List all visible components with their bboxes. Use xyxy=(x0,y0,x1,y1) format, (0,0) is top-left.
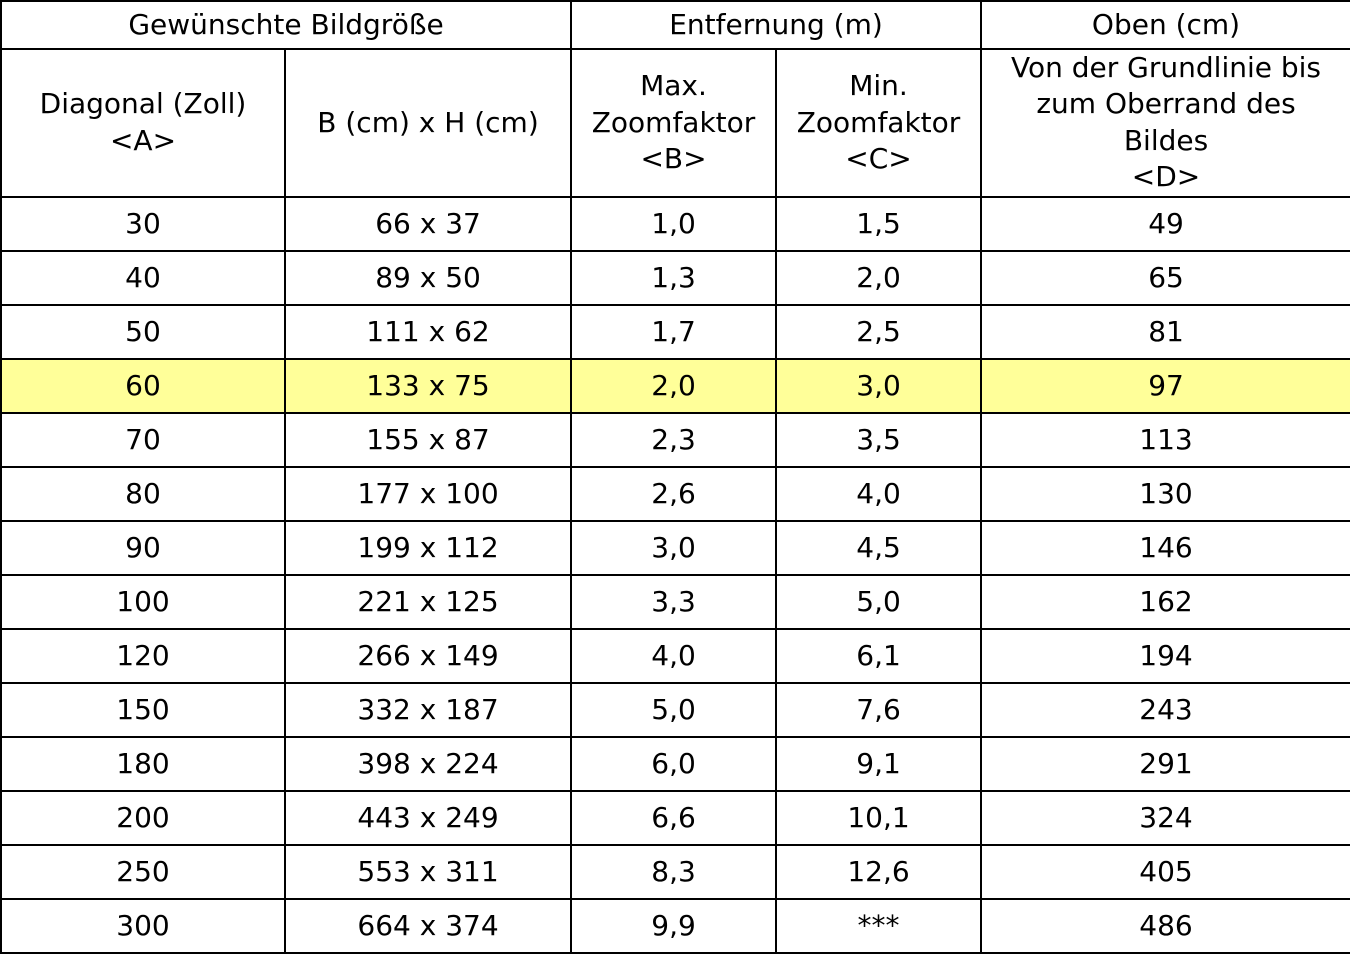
table-body: 30 66 x 37 1,0 1,5 49 40 89 x 50 1,3 2,0 65 50 111 … xyxy=(0,195,1350,954)
cell-min-zoom: 6,1 xyxy=(775,627,983,684)
cell-width-height: 177 x 100 xyxy=(283,465,573,522)
cell-diagonal: 120 xyxy=(0,627,286,684)
cell-max-zoom: 8,3 xyxy=(570,843,778,900)
header-distance: Entfernung (m) xyxy=(570,0,983,50)
header-top: Oben (cm) xyxy=(980,0,1350,50)
cell-max-zoom: 2,6 xyxy=(570,465,778,522)
cell-width-height: 398 x 224 xyxy=(283,735,573,792)
table-row: 100 221 x 125 3,3 5,0 162 xyxy=(0,573,1350,630)
cell-min-zoom: 5,0 xyxy=(775,573,983,630)
cell-baseline-to-top: 162 xyxy=(980,573,1350,630)
cell-min-zoom: 12,6 xyxy=(775,843,983,900)
cell-baseline-to-top: 97 xyxy=(980,357,1350,414)
cell-diagonal: 300 xyxy=(0,897,286,954)
cell-baseline-to-top: 81 xyxy=(980,303,1350,360)
cell-baseline-to-top: 65 xyxy=(980,249,1350,306)
table-row: 150 332 x 187 5,0 7,6 243 xyxy=(0,681,1350,738)
cell-baseline-to-top: 324 xyxy=(980,789,1350,846)
cell-diagonal: 250 xyxy=(0,843,286,900)
header-max-zoom: Max. Zoomfaktor <B> xyxy=(570,48,778,198)
cell-max-zoom: 3,0 xyxy=(570,519,778,576)
cell-diagonal: 40 xyxy=(0,249,286,306)
cell-diagonal: 30 xyxy=(0,195,286,252)
cell-min-zoom: 10,1 xyxy=(775,789,983,846)
cell-min-zoom: 3,5 xyxy=(775,411,983,468)
header-baseline-to-top: Von der Grundlinie bis zum Oberrand des … xyxy=(980,48,1350,198)
header-min-zoom: Min. Zoomfaktor <C> xyxy=(775,48,983,198)
cell-width-height: 266 x 149 xyxy=(283,627,573,684)
sub-header-row: Diagonal (Zoll) <A> B (cm) x H (cm) Max.… xyxy=(0,48,1350,198)
cell-baseline-to-top: 486 xyxy=(980,897,1350,954)
cell-baseline-to-top: 49 xyxy=(980,195,1350,252)
cell-diagonal: 50 xyxy=(0,303,286,360)
cell-max-zoom: 9,9 xyxy=(570,897,778,954)
table-row: 70 155 x 87 2,3 3,5 113 xyxy=(0,411,1350,468)
table-row: 30 66 x 37 1,0 1,5 49 xyxy=(0,195,1350,252)
header-width-height: B (cm) x H (cm) xyxy=(283,48,573,198)
table-row: 90 199 x 112 3,0 4,5 146 xyxy=(0,519,1350,576)
cell-max-zoom: 3,3 xyxy=(570,573,778,630)
table-row: 300 664 x 374 9,9 *** 486 xyxy=(0,897,1350,954)
header-image-size: Gewünschte Bildgröße xyxy=(0,0,573,50)
cell-max-zoom: 1,7 xyxy=(570,303,778,360)
cell-width-height: 221 x 125 xyxy=(283,573,573,630)
cell-baseline-to-top: 146 xyxy=(980,519,1350,576)
cell-width-height: 111 x 62 xyxy=(283,303,573,360)
cell-diagonal: 70 xyxy=(0,411,286,468)
cell-baseline-to-top: 291 xyxy=(980,735,1350,792)
cell-min-zoom: 7,6 xyxy=(775,681,983,738)
cell-diagonal: 180 xyxy=(0,735,286,792)
cell-min-zoom: 9,1 xyxy=(775,735,983,792)
table-row: 80 177 x 100 2,6 4,0 130 xyxy=(0,465,1350,522)
cell-width-height: 443 x 249 xyxy=(283,789,573,846)
cell-baseline-to-top: 113 xyxy=(980,411,1350,468)
cell-min-zoom: 4,0 xyxy=(775,465,983,522)
cell-baseline-to-top: 194 xyxy=(980,627,1350,684)
cell-baseline-to-top: 243 xyxy=(980,681,1350,738)
table-row: 200 443 x 249 6,6 10,1 324 xyxy=(0,789,1350,846)
cell-width-height: 155 x 87 xyxy=(283,411,573,468)
cell-max-zoom: 6,0 xyxy=(570,735,778,792)
table-row: 250 553 x 311 8,3 12,6 405 xyxy=(0,843,1350,900)
cell-diagonal: 60 xyxy=(0,357,286,414)
cell-diagonal: 80 xyxy=(0,465,286,522)
cell-baseline-to-top: 130 xyxy=(980,465,1350,522)
group-header-row: Gewünschte Bildgröße Entfernung (m) Oben… xyxy=(0,0,1350,50)
cell-min-zoom: *** xyxy=(775,897,983,954)
cell-diagonal: 90 xyxy=(0,519,286,576)
table-row: 60 133 x 75 2,0 3,0 97 xyxy=(0,357,1350,414)
cell-max-zoom: 5,0 xyxy=(570,681,778,738)
cell-max-zoom: 2,3 xyxy=(570,411,778,468)
cell-width-height: 332 x 187 xyxy=(283,681,573,738)
cell-width-height: 553 x 311 xyxy=(283,843,573,900)
table-row: 50 111 x 62 1,7 2,5 81 xyxy=(0,303,1350,360)
cell-width-height: 664 x 374 xyxy=(283,897,573,954)
cell-diagonal: 150 xyxy=(0,681,286,738)
cell-width-height: 199 x 112 xyxy=(283,519,573,576)
cell-min-zoom: 3,0 xyxy=(775,357,983,414)
cell-diagonal: 100 xyxy=(0,573,286,630)
cell-min-zoom: 2,0 xyxy=(775,249,983,306)
cell-diagonal: 200 xyxy=(0,789,286,846)
header-diagonal: Diagonal (Zoll) <A> xyxy=(0,48,286,198)
cell-min-zoom: 2,5 xyxy=(775,303,983,360)
projection-distance-table: Gewünschte Bildgröße Entfernung (m) Oben… xyxy=(0,0,1350,954)
cell-max-zoom: 1,3 xyxy=(570,249,778,306)
cell-min-zoom: 1,5 xyxy=(775,195,983,252)
cell-width-height: 66 x 37 xyxy=(283,195,573,252)
cell-width-height: 133 x 75 xyxy=(283,357,573,414)
cell-max-zoom: 2,0 xyxy=(570,357,778,414)
cell-max-zoom: 6,6 xyxy=(570,789,778,846)
cell-max-zoom: 4,0 xyxy=(570,627,778,684)
table-row: 180 398 x 224 6,0 9,1 291 xyxy=(0,735,1350,792)
cell-max-zoom: 1,0 xyxy=(570,195,778,252)
cell-baseline-to-top: 405 xyxy=(980,843,1350,900)
table-row: 40 89 x 50 1,3 2,0 65 xyxy=(0,249,1350,306)
table-row: 120 266 x 149 4,0 6,1 194 xyxy=(0,627,1350,684)
cell-width-height: 89 x 50 xyxy=(283,249,573,306)
cell-min-zoom: 4,5 xyxy=(775,519,983,576)
